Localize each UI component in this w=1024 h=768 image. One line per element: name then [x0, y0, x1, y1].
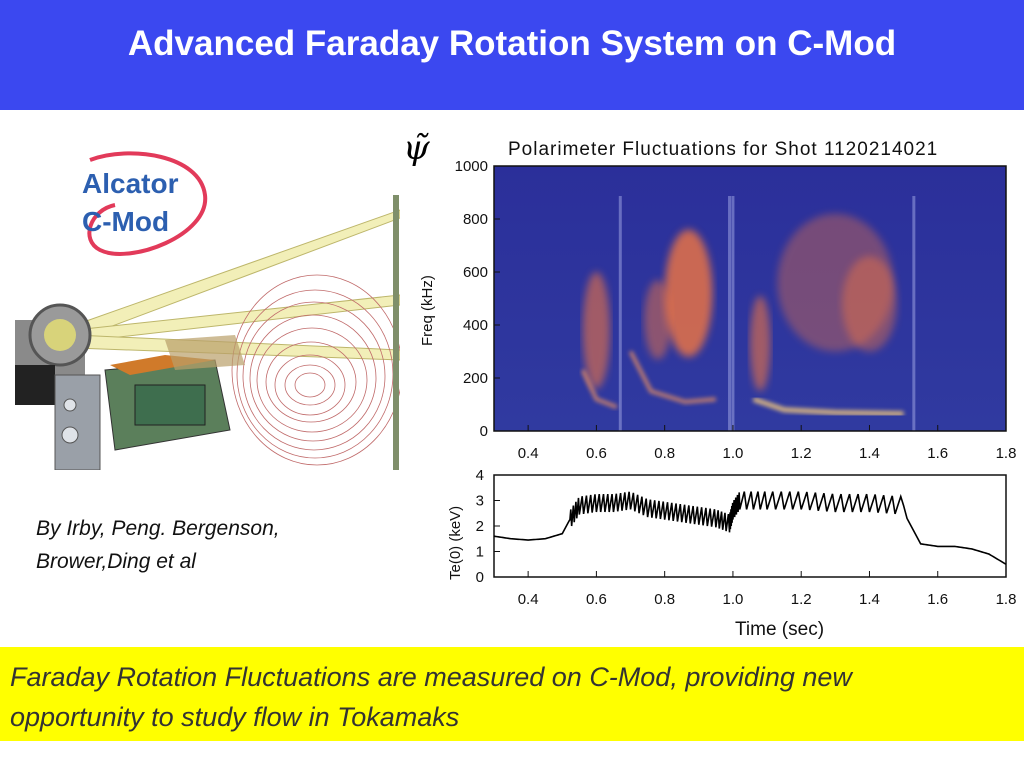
spectrogram-x-tick-label: 0.8: [654, 445, 675, 462]
te-x-tick-label: 1.2: [791, 591, 812, 608]
summary-banner: [0, 647, 1024, 741]
spectrogram-x-tick-label: 1.4: [859, 445, 880, 462]
spectrogram-hot-region: [750, 295, 771, 392]
spectrogram-y-tick-label: 0: [480, 423, 488, 440]
spectrogram-hot-region: [582, 272, 611, 389]
polarimeter-diagram-image: [15, 195, 400, 470]
spectrogram-plot-area: [494, 166, 1006, 431]
spectrogram-x-tick-label: 0.4: [518, 445, 539, 462]
spectrogram-y-tick-label: 600: [463, 264, 488, 281]
spectrogram-x-tick-label: 1.8: [996, 445, 1017, 462]
spectrogram-y-tick-label: 1000: [455, 158, 488, 175]
te-x-tick-label: 1.8: [996, 591, 1017, 608]
psi-tilde-symbol: ψ̃: [403, 128, 430, 168]
summary-line-1: Faraday Rotation Fluctuations are measur…: [10, 662, 852, 692]
te-y-axis-label: Te(0) (keV): [447, 506, 464, 580]
te-y-tick-label: 0: [476, 569, 484, 586]
te-x-tick-label: 0.6: [586, 591, 607, 608]
spectrogram-x-tick-label: 1.2: [791, 445, 812, 462]
spectrogram-low-freq-band: [628, 350, 717, 404]
spectrogram-hot-region: [644, 279, 672, 360]
spectrogram-low-freq-band: [580, 369, 618, 410]
slide-title: Advanced Faraday Rotation System on C-Mo…: [127, 24, 897, 63]
authors-line-2: Brower,Ding et al: [36, 550, 196, 573]
te-x-axis-label: Time (sec): [735, 619, 824, 640]
logo-text-cmod: C-Mod: [82, 206, 170, 237]
te-x-tick-label: 1.0: [723, 591, 744, 608]
te-x-tick-label: 0.4: [518, 591, 539, 608]
logo-text-alcator: Alcator: [82, 168, 179, 199]
spectrogram-y-tick-label: 400: [463, 317, 488, 334]
spectrogram-y-tick-label: 200: [463, 370, 488, 387]
spectrogram-title: Polarimeter Fluctuations for Shot 112021…: [508, 139, 938, 160]
te-series-line: [493, 491, 1007, 565]
polarimeter-charts: Polarimeter Fluctuations for Shot 112021…: [419, 139, 1017, 640]
spectrogram-y-tick-label: 800: [463, 211, 488, 228]
te-x-tick-label: 1.6: [927, 591, 948, 608]
te-x-tick-label: 0.8: [654, 591, 675, 608]
summary-line-2: opportunity to study flow in Tokamaks: [10, 702, 460, 732]
alcator-cmod-logo: [87, 151, 208, 256]
title-banner-extension: [0, 104, 400, 110]
title-banner: [0, 0, 1024, 110]
spectrogram-x-tick-label: 1.6: [927, 445, 948, 462]
te-y-tick-label: 1: [476, 544, 484, 561]
te-plot-area: [493, 474, 1007, 578]
te-y-tick-label: 2: [476, 518, 484, 535]
spectrogram-y-axis-label: Freq (kHz): [419, 275, 436, 346]
spectrogram-hot-region: [664, 229, 713, 357]
summary-text: Faraday Rotation Fluctuations are measur…: [10, 657, 1010, 737]
spectrogram-x-tick-label: 1.0: [723, 445, 744, 462]
te-y-tick-label: 3: [476, 493, 484, 510]
te-y-tick-label: 4: [476, 467, 484, 484]
spectrogram-x-tick-label: 0.6: [586, 445, 607, 462]
authors-credit: By Irby, Peng. Bergenson, Brower,Ding et…: [36, 512, 366, 578]
authors-line-1: By Irby, Peng. Bergenson,: [36, 517, 280, 540]
spectrogram-intensity: [580, 196, 916, 431]
spectrogram-low-freq-band: [752, 396, 904, 417]
spectrogram-hot-region: [842, 256, 897, 352]
te-x-tick-label: 1.4: [859, 591, 880, 608]
